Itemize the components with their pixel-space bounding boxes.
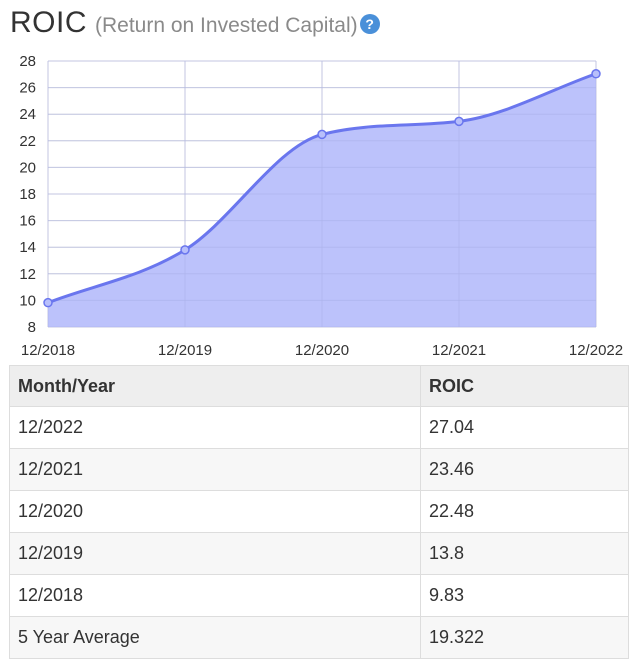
data-point — [317, 129, 327, 140]
data-point — [454, 116, 464, 127]
y-tick-label: 20 — [19, 159, 36, 176]
table-row-average: 5 Year Average 19.322 — [9, 616, 629, 659]
x-tick-label: 12/2020 — [295, 342, 349, 359]
table-row: 12/2021 23.46 — [9, 448, 629, 491]
roic-area-chart: 8 10 12 14 16 18 20 22 24 26 28 12/2018 12/2019 12/20… — [19, 53, 623, 359]
column-header-roic: ROIC — [420, 365, 629, 407]
x-tick-label: 12/2019 — [158, 342, 212, 359]
point-layer — [43, 69, 601, 308]
y-tick-label: 16 — [19, 213, 36, 230]
axis-layer: 8 10 12 14 16 18 20 22 24 26 28 12/2018 12/2019 12/20… — [19, 53, 623, 359]
page-subtitle: (Return on Invested Capital) — [95, 14, 358, 37]
column-header-month-year: Month/Year — [9, 365, 421, 407]
x-tick-label: 12/2021 — [432, 342, 486, 359]
table-row: 12/2018 9.83 — [9, 574, 629, 617]
table-cell-value: 13.8 — [420, 532, 629, 575]
table-cell-period: 12/2019 — [9, 532, 421, 575]
y-tick-label: 26 — [19, 80, 36, 97]
y-tick-label: 8 — [28, 319, 36, 336]
roic-chart-container: 8 10 12 14 16 18 20 22 24 26 28 12/2018 12/2019 12/20… — [0, 50, 640, 362]
table-cell-value: 27.04 — [420, 406, 629, 449]
area-layer — [47, 60, 597, 328]
y-tick-label: 28 — [19, 53, 36, 70]
x-tick-label: 12/2022 — [569, 342, 623, 359]
help-icon[interactable]: ? — [359, 14, 380, 34]
data-point — [591, 69, 601, 79]
table-cell-period: 12/2018 — [9, 574, 421, 617]
y-tick-label: 12 — [19, 266, 36, 283]
table-cell-period: 12/2022 — [9, 406, 421, 449]
y-tick-label: 24 — [19, 106, 36, 123]
table-row: 12/2019 13.8 — [9, 532, 629, 575]
chart-header: ROIC (Return on Invested Capital) ? — [10, 6, 380, 46]
table-header-row: Month/Year ROIC — [9, 365, 629, 407]
data-point — [180, 245, 190, 255]
y-tick-label: 14 — [19, 239, 36, 256]
table-cell-value: 22.48 — [420, 490, 629, 533]
table-row: 12/2022 27.04 — [9, 406, 629, 449]
page-title: ROIC — [10, 6, 87, 39]
y-tick-label: 10 — [19, 292, 36, 309]
table-cell-period: 12/2020 — [9, 490, 421, 533]
table-cell-value: 19.322 — [420, 616, 629, 659]
roic-data-table: Month/Year ROIC 12/2022 27.04 12/2021 23… — [9, 365, 629, 659]
table-cell-period: 5 Year Average — [9, 616, 421, 659]
table-row: 12/2020 22.48 — [9, 490, 629, 533]
table-cell-period: 12/2021 — [9, 448, 421, 491]
y-tick-label: 22 — [19, 133, 36, 150]
y-tick-label: 18 — [19, 186, 36, 203]
data-point — [43, 297, 53, 308]
x-tick-label: 12/2018 — [21, 342, 75, 359]
table-cell-value: 9.83 — [420, 574, 629, 617]
table-cell-value: 23.46 — [420, 448, 629, 491]
